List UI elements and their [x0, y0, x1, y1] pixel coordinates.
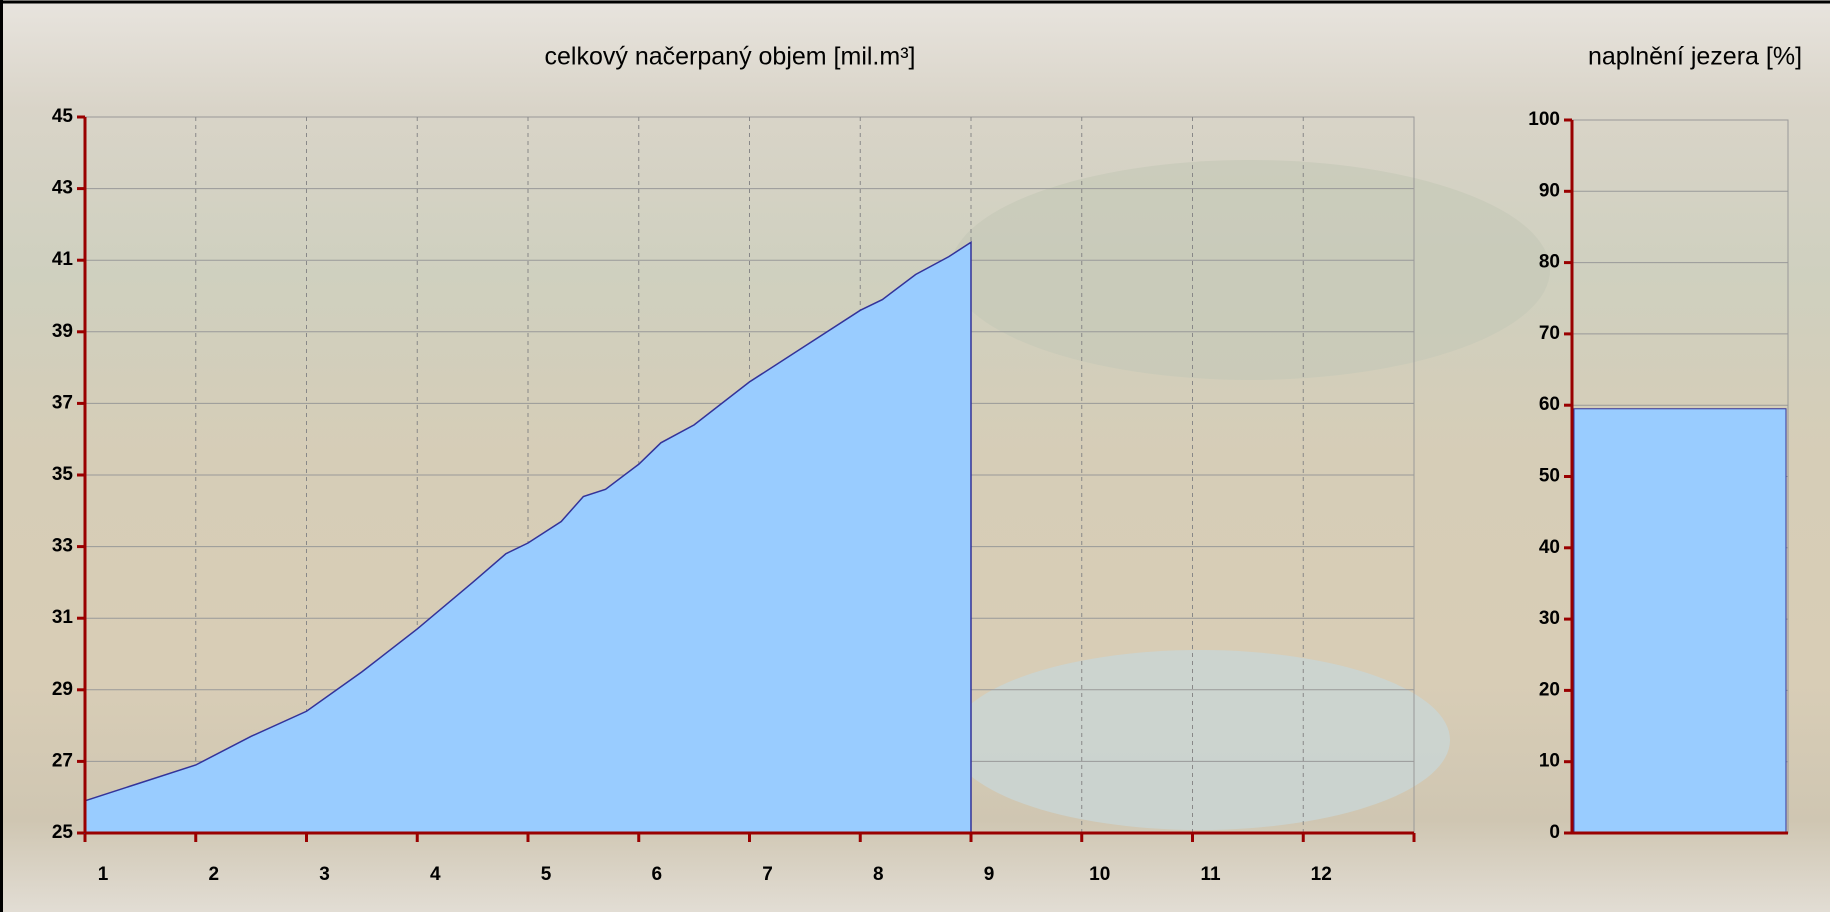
chart-title: celkový načerpaný objem [mil.m³] [545, 43, 916, 71]
y-tick-label: 50 [1539, 466, 1560, 487]
y-tick-label: 10 [1539, 751, 1560, 772]
y-tick-label: 45 [52, 106, 74, 127]
x-tick-label: 4 [430, 864, 441, 885]
x-tick-label: 2 [208, 864, 219, 885]
x-tick-label: 9 [984, 864, 995, 885]
y-tick-label: 25 [52, 822, 74, 843]
bar [1574, 409, 1786, 833]
x-tick-label: 7 [762, 864, 773, 885]
y-tick-label: 41 [52, 249, 74, 270]
y-tick-label: 0 [1549, 822, 1560, 843]
y-tick-label: 31 [52, 607, 74, 628]
y-tick-label: 80 [1539, 252, 1560, 273]
y-tick-label: 33 [52, 536, 73, 557]
x-tick-label: 8 [873, 864, 884, 885]
chart-title: naplnění jezera [%] [1588, 43, 1802, 71]
y-tick-label: 35 [52, 464, 74, 485]
y-tick-label: 20 [1539, 679, 1560, 700]
x-tick-label: 6 [651, 864, 662, 885]
y-tick-label: 37 [52, 392, 73, 413]
y-tick-label: 43 [52, 178, 73, 199]
x-tick-label: 10 [1089, 864, 1110, 885]
x-tick-label: 3 [319, 864, 330, 885]
y-tick-label: 39 [52, 321, 73, 342]
y-tick-label: 27 [52, 750, 73, 771]
screen: celkový načerpaný objem [mil.m³] naplněn… [0, 0, 1830, 912]
y-tick-label: 29 [52, 679, 73, 700]
y-tick-label: 90 [1539, 180, 1560, 201]
chart: celkový načerpaný objem [mil.m³] naplněn… [0, 0, 1830, 912]
y-tick-label: 100 [1528, 109, 1560, 130]
y-tick-label: 30 [1539, 608, 1560, 629]
y-tick-label: 40 [1539, 537, 1560, 558]
y-tick-label: 60 [1539, 394, 1560, 415]
hill [950, 160, 1550, 380]
x-tick-label: 12 [1311, 864, 1332, 885]
y-tick-label: 70 [1539, 323, 1560, 344]
x-tick-label: 11 [1200, 864, 1221, 885]
x-tick-label: 1 [98, 864, 109, 885]
lake [950, 650, 1450, 830]
x-tick-label: 5 [541, 864, 552, 885]
